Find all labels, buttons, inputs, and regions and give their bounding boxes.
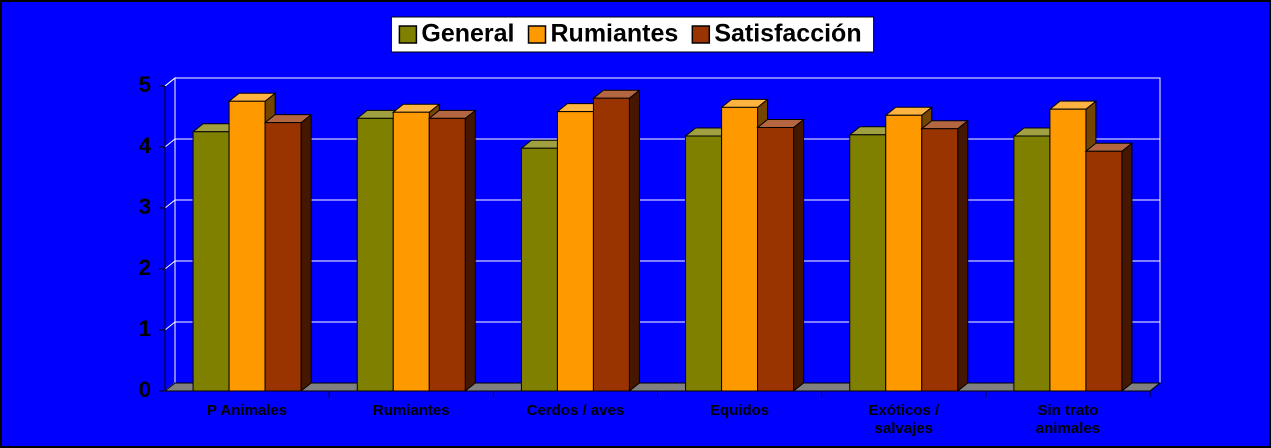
y-tick-label: 3: [139, 194, 151, 219]
bar-front: [885, 114, 923, 392]
bar-front: [921, 128, 959, 392]
y-tick-label: 0: [139, 377, 151, 402]
y-tick-label: 2: [139, 255, 151, 280]
x-tick-label: Sin trato animales: [1036, 402, 1100, 437]
bar-front: [520, 147, 558, 392]
bar-front: [1085, 150, 1123, 392]
floor: [163, 382, 1162, 392]
grid-line: [164, 138, 1160, 148]
bar-side: [1121, 142, 1133, 393]
grid-line: [164, 321, 1160, 331]
legend-swatch: [398, 25, 418, 44]
bar-side: [793, 118, 805, 393]
y-tick-label: 1: [139, 316, 151, 341]
bar-front: [264, 122, 302, 392]
bar: [756, 118, 806, 393]
bar-front: [192, 131, 230, 392]
bar-front: [721, 106, 759, 392]
bar: [920, 119, 970, 393]
bar-side: [464, 109, 476, 393]
bar-side: [957, 119, 969, 393]
legend-swatch: [527, 25, 547, 44]
bar-front: [1013, 135, 1051, 392]
bar-side: [628, 89, 640, 393]
x-tick-label: Exóticos / salvajes: [868, 402, 940, 437]
bar: [591, 89, 641, 393]
bar-side: [300, 113, 312, 393]
x-tick-label: Cerdos / aves: [527, 402, 625, 419]
y-tick-label: 4: [139, 133, 152, 158]
y-tick-label: 5: [139, 72, 151, 97]
bar-front: [392, 111, 430, 392]
legend-box: [390, 16, 875, 53]
x-tick-label: Rumiantes: [373, 402, 450, 419]
grid-line: [164, 199, 1160, 209]
bar-front: [685, 135, 723, 392]
x-tick-label: P Animales: [207, 402, 287, 419]
legend-swatch: [691, 25, 711, 44]
legend-label: Rumiantes: [551, 20, 679, 48]
bar: [427, 109, 477, 393]
bar-front: [228, 100, 266, 392]
legend-label: Satisfacción: [714, 20, 861, 48]
grid-line: [164, 260, 1160, 270]
bar-front: [556, 111, 594, 392]
bar: [1084, 142, 1134, 393]
bar-front: [356, 117, 394, 392]
legend-label: General: [421, 20, 514, 48]
bar: [263, 113, 313, 393]
bar-front: [757, 126, 795, 392]
grid-line: [164, 77, 1160, 87]
bar-front: [592, 97, 630, 392]
x-tick-label: Equidos: [710, 402, 769, 419]
bar-front: [1049, 108, 1087, 392]
legend: General Rumiantes Satisfacción: [390, 16, 875, 53]
bar-front: [428, 117, 466, 392]
bar-front: [849, 134, 887, 392]
